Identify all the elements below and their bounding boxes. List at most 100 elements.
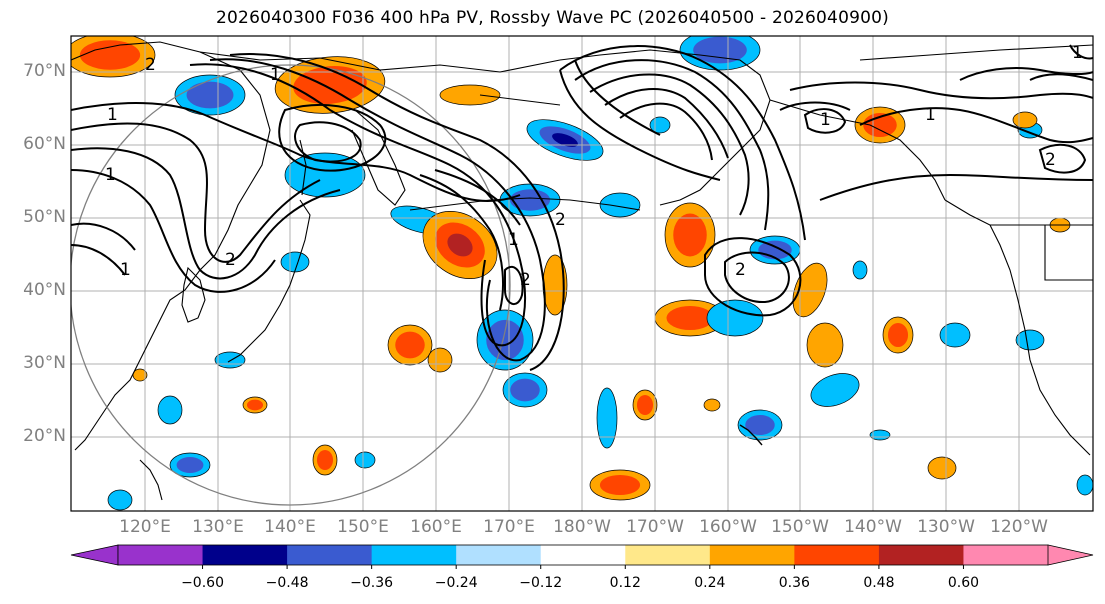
pv-anomaly-region (246, 399, 264, 411)
pv-anomaly-region (447, 233, 473, 257)
pv-anomaly-region (1012, 111, 1038, 129)
lon-label: 140°E (264, 517, 316, 537)
colorbar-segment (963, 545, 1049, 565)
colorbar-segment (456, 545, 542, 565)
colorbar-segment (878, 545, 964, 565)
contour-label: 2 (145, 55, 156, 75)
colorbar-frame (117, 544, 1049, 566)
lon-label: 120°W (990, 517, 1048, 537)
colorbar-tick-label: −0.12 (519, 575, 563, 591)
pv-anomaly-region (693, 36, 747, 64)
contour-label: 1 (120, 260, 131, 280)
lon-label: 170°W (626, 517, 684, 537)
pv-anomaly-region (79, 40, 141, 70)
contour-label: 1 (820, 110, 831, 130)
pv-anomaly-region (107, 489, 133, 511)
pv-anomaly-region (758, 240, 792, 260)
contour-label: 1 (107, 105, 118, 125)
colorbar-segment (540, 545, 626, 565)
colorbar-tick-label: 0.60 (947, 575, 980, 591)
colorbar-tick-label: −0.60 (181, 575, 224, 591)
pv-anomaly-region (486, 319, 524, 361)
contour-label: 2 (735, 260, 746, 280)
lat-label: 20°N (23, 426, 66, 446)
colorbar-segment (371, 545, 457, 565)
coastlines (71, 41, 1093, 501)
pv-anomaly-region (706, 299, 764, 337)
pv-anomaly-region (927, 456, 957, 480)
pv-anomaly-region (427, 347, 453, 373)
graticule (71, 36, 1093, 511)
pv-anomaly-region (316, 449, 334, 471)
lat-label: 30°N (23, 353, 66, 373)
lon-label: 140°W (844, 517, 902, 537)
radius-circle (71, 64, 511, 506)
lon-label: 130°E (192, 517, 244, 537)
pv-anomaly-region (703, 398, 721, 412)
pv-anomaly-region (552, 133, 578, 147)
contour-label: 1 (1072, 43, 1083, 63)
pv-anomaly-shading (71, 36, 1093, 511)
lon-label: 180°W (553, 517, 611, 537)
pv-anomaly-region (439, 84, 501, 106)
colorbar-tick-label: −0.24 (434, 575, 478, 591)
map-title: 2026040300 F036 400 hPa PV, Rossby Wave … (216, 8, 889, 28)
pv-anomaly-region (510, 378, 540, 402)
pv-anomaly-region (599, 474, 641, 496)
colorbar-tick-label: 0.12 (609, 575, 641, 591)
colorbar-segment (118, 545, 204, 565)
colorbar-tick-label: 0.24 (694, 575, 726, 591)
lon-label: 150°W (771, 517, 829, 537)
pv-anomaly-region (284, 152, 366, 198)
lon-label: 160°E (410, 517, 462, 537)
pv-anomaly-region (1076, 474, 1093, 496)
pv-anomaly-region (806, 322, 844, 368)
colorbar-segment (794, 545, 880, 565)
colorbar-extend-min (70, 544, 119, 566)
colorbar-tick-label: −0.48 (265, 575, 309, 591)
pv-anomaly-region (354, 451, 376, 469)
pv-anomaly-region (599, 192, 641, 218)
contour-label: 2 (1045, 150, 1056, 170)
contour-label: 1 (270, 65, 281, 85)
lat-label: 70°N (23, 61, 66, 81)
pv-anomaly-region (596, 387, 618, 449)
pv-anomaly-region (176, 456, 204, 474)
contour-label: 1 (508, 230, 519, 250)
pv-anomaly-region (636, 394, 654, 416)
colorbar-segment (625, 545, 711, 565)
colorbar (70, 544, 1094, 569)
contour-label: 2 (520, 270, 531, 290)
colorbar-segment (202, 545, 288, 565)
colorbar-tick-label: −0.36 (350, 575, 394, 591)
lat-label: 60°N (23, 134, 66, 154)
lat-label: 50°N (23, 207, 66, 227)
pv-anomaly-region (157, 395, 183, 425)
colorbar-tick-label: 0.36 (778, 575, 810, 591)
contour-label: 1 (925, 105, 936, 125)
lon-label: 120°E (119, 517, 171, 537)
colorbar-extend-max (1047, 544, 1094, 566)
pv-anomaly-region (186, 81, 234, 109)
pv-anomaly-region (745, 414, 775, 436)
map-frame (70, 35, 1094, 512)
contour-label: 2 (555, 210, 566, 230)
colorbar-segment (287, 545, 373, 565)
lon-label: 130°W (917, 517, 975, 537)
pv-anomaly-region (939, 322, 971, 348)
pv-anomaly-region (293, 66, 367, 104)
lon-label: 160°W (699, 517, 757, 537)
colorbar-segment (709, 545, 795, 565)
lon-label: 150°E (337, 517, 389, 537)
pv-contours (71, 44, 1093, 371)
colorbar-tick-label: 0.48 (863, 575, 895, 591)
contour-label: 1 (105, 165, 116, 185)
lon-label: 170°E (483, 517, 535, 537)
lat-label: 40°N (23, 280, 66, 300)
contour-label: 2 (225, 250, 236, 270)
pv-anomaly-region (666, 305, 714, 331)
pv-anomaly-region (1015, 329, 1045, 351)
pv-anomaly-region (852, 260, 868, 280)
pv-anomaly-region (395, 331, 425, 359)
